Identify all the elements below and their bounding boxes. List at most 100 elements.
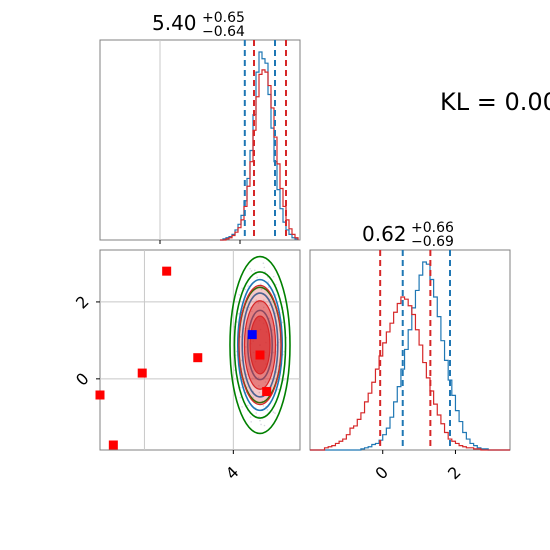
histogram-panel-param1: 5.40 +0.65 −0.64 [99, 10, 301, 244]
joint-sample-dot [277, 388, 280, 391]
hist2-xtick-label: 2 [444, 463, 465, 484]
joint-sample-dot [272, 329, 274, 331]
joint-sample-dot [264, 381, 267, 383]
joint-yticks: 02 [72, 292, 100, 390]
joint-sample-dot [257, 302, 260, 304]
joint-sample-dot [250, 270, 253, 272]
hist2-title-sup: +0.66 [411, 220, 454, 236]
joint-contour-blue [241, 292, 279, 398]
hist2-xtick-label: 0 [371, 463, 392, 484]
joint-sample-dot [245, 346, 247, 348]
joint-sample-dot [258, 415, 260, 418]
joint-sample-dot [257, 376, 260, 379]
joint-contour-blue [246, 309, 274, 381]
joint-contour-green [233, 271, 287, 419]
joint-sample-dot [249, 268, 251, 270]
joint-sample-dot [258, 391, 261, 394]
joint-sample-dot [249, 306, 251, 309]
red-square-marker [95, 390, 105, 400]
hist1-title-value: 5.40 [152, 11, 197, 35]
hist2-step-red [310, 296, 510, 451]
joint-sample-dot [272, 411, 275, 413]
hist2-title-value: 0.62 [362, 222, 407, 246]
joint-sample-dot [274, 412, 276, 414]
joint-sample-dot [274, 294, 277, 296]
joint-sample-dot [266, 409, 269, 411]
joint-sample-dot [239, 396, 242, 399]
hist1-title-sub: −0.64 [202, 24, 245, 40]
red-square-marker [262, 387, 272, 397]
joint-sample-dot [274, 312, 277, 315]
red-square-marker [255, 350, 265, 360]
hist1-quantile-lines [243, 40, 287, 240]
hist2-series [310, 261, 510, 451]
joint-sample-dot [260, 423, 262, 426]
red-square-marker [162, 266, 172, 276]
hist2-title: 0.62 [362, 222, 407, 246]
joint-sample-dot [267, 281, 270, 283]
joint-xtick-label: 4 [222, 463, 243, 484]
kl-annotation: KL = 0.00 [440, 88, 550, 116]
joint-ytick-label: 2 [72, 292, 93, 313]
joint-contour-red [249, 315, 271, 375]
joint-sample-dot [267, 286, 270, 289]
joint-sample-dot [256, 276, 258, 279]
red-square-marker [193, 353, 203, 363]
hist1-xticks [159, 240, 241, 244]
axes-frame-hist1 [99, 39, 301, 241]
joint-sample-dot [252, 396, 254, 399]
joint-sample-dot [262, 262, 265, 265]
joint-sample-dot [260, 283, 262, 286]
joint-sample-dot [262, 405, 265, 407]
hist1-title-sup: +0.65 [202, 10, 245, 26]
joint-contour-green [229, 255, 291, 435]
joint-sample-dot [251, 377, 254, 380]
joint-sample-dot [246, 328, 249, 330]
joint-sample-dot [262, 299, 265, 302]
joint-contours [229, 255, 291, 435]
hist1-title: 5.40 [152, 11, 197, 35]
hist2-title-sub: −0.69 [411, 234, 454, 250]
joint-sample-dot [238, 293, 241, 296]
joint-sample-dot [255, 412, 258, 414]
joint-sample-dot [252, 370, 255, 372]
red-square-marker [137, 368, 147, 378]
hist2-quantile-lines [379, 250, 451, 450]
joint-sample-dot [241, 287, 243, 290]
joint-sample-dot [247, 404, 249, 407]
joint-sample-dot [241, 406, 243, 408]
joint-contour-blue [236, 278, 284, 412]
joint-sample-dot [236, 321, 238, 323]
joint-sample-dot [245, 307, 247, 309]
joint-sample-dot [268, 304, 271, 307]
hist2-step-blue [310, 261, 510, 451]
joint-sample-dot [245, 373, 248, 376]
joint-sample-dot [263, 424, 266, 427]
joint-sample-dot [250, 421, 252, 423]
blue-square-marker [247, 330, 257, 340]
joint-sample-dot [269, 372, 272, 374]
joint-ytick-label: 0 [72, 369, 93, 390]
joint-markers [95, 266, 272, 450]
red-square-marker [108, 440, 118, 450]
joint-sample-dot [253, 269, 256, 272]
joint-xticks: 4 [222, 450, 243, 483]
joint-sample-dot [262, 306, 265, 309]
joint-sample-dot [281, 321, 284, 324]
joint-sample-dot [258, 384, 260, 387]
joint-sample-dot [244, 288, 247, 291]
joint-sample-dot [263, 266, 266, 269]
joint-sample-dot [240, 386, 242, 389]
joint-sample-dot [239, 336, 242, 338]
joint-sample-dot [272, 275, 275, 278]
joint-sample-dot [251, 310, 253, 313]
joint-sample-dot [259, 419, 261, 422]
joint-sample-dot [238, 312, 240, 315]
joint-panel: 4 02 [72, 249, 301, 483]
joint-sample-dot [277, 365, 280, 367]
grid-joint [100, 250, 300, 450]
joint-sample-dot [249, 416, 252, 418]
